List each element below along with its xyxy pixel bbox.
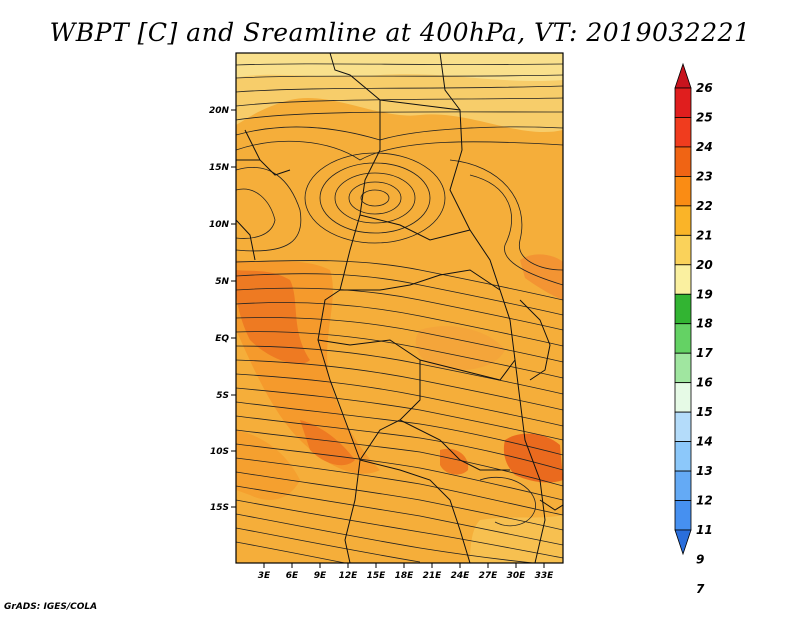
map-frame xyxy=(235,52,564,564)
lon-label: 15E xyxy=(367,571,387,581)
lon-label: 12E xyxy=(339,571,359,581)
colorbar-label: 9 xyxy=(696,552,704,566)
lon-label: 30E xyxy=(507,571,527,581)
colorbar-label: 15 xyxy=(696,405,713,419)
lat-label: 15S xyxy=(210,503,229,513)
colorbar-label: 21 xyxy=(696,228,713,242)
colorbar-swatch xyxy=(674,470,692,501)
chart-title: WBPT [C] and Sreamline at 400hPa, VT: 20… xyxy=(49,18,751,47)
colorbar-label: 14 xyxy=(696,435,713,449)
lon-label: 6E xyxy=(286,571,299,581)
colorbar-swatch xyxy=(674,234,692,266)
lat-label: EQ xyxy=(215,334,229,344)
colorbar-swatch xyxy=(674,323,692,354)
lat-label: 10N xyxy=(209,220,230,230)
lon-label: 3E xyxy=(258,571,271,581)
colorbar-bottom-arrow xyxy=(674,529,692,556)
lon-ticks xyxy=(263,563,545,568)
colorbar-label: 24 xyxy=(696,140,713,154)
lat-ticks xyxy=(231,109,236,508)
colorbar-label: 18 xyxy=(696,317,713,331)
footer-credit: GrADS: IGES/COLA xyxy=(4,602,98,612)
colorbar-label: 13 xyxy=(696,464,713,478)
streamlines xyxy=(236,63,563,563)
lat-label: 10S xyxy=(210,447,229,457)
colorbar-swatch xyxy=(674,382,692,413)
colorbar-swatch xyxy=(674,264,692,295)
colorbar-swatch xyxy=(674,146,692,177)
colorbar-swatch xyxy=(674,205,692,236)
colorbar-label: 22 xyxy=(696,199,713,213)
colorbar-label: 17 xyxy=(696,346,713,360)
country-borders xyxy=(236,53,563,563)
colorbar-label: 26 xyxy=(696,81,713,95)
colorbar-label: 12 xyxy=(696,494,713,508)
colorbar-label: 16 xyxy=(696,376,713,390)
lat-label: 15N xyxy=(209,163,230,173)
lat-label: 5S xyxy=(216,391,229,401)
colorbar: 26 25 24 23 22 21 20 19 18 17 16 15 14 13 12 11 9 7 xyxy=(674,62,713,596)
lon-label: 21E xyxy=(423,571,443,581)
colorbar-swatch xyxy=(674,87,692,118)
colorbar-label: 11 xyxy=(696,523,713,537)
lat-labels: 20N 15N 10N 5N EQ 5S 10S 15S xyxy=(209,106,230,513)
lat-label: 5N xyxy=(215,277,229,287)
lon-label: 33E xyxy=(535,571,555,581)
colorbar-label: 25 xyxy=(696,110,713,124)
colorbar-swatch xyxy=(674,117,692,148)
colorbar-top-arrow xyxy=(674,62,692,89)
colorbar-swatch xyxy=(674,175,692,207)
lon-label: 27E xyxy=(479,571,499,581)
colorbar-swatch xyxy=(674,411,692,442)
colorbar-label: 7 xyxy=(696,582,705,596)
colorbar-label: 19 xyxy=(696,287,713,301)
colorbar-label: 23 xyxy=(696,169,713,183)
lat-label: 20N xyxy=(209,106,230,116)
colorbar-swatch xyxy=(674,293,692,325)
colorbar-label: 20 xyxy=(696,258,713,272)
colorbar-swatch xyxy=(674,500,692,531)
lon-label: 24E xyxy=(451,571,471,581)
colorbar-swatch xyxy=(674,352,692,384)
lon-labels: 3E 6E 9E 12E 15E 18E 21E 24E 27E 30E 33E xyxy=(258,571,554,581)
wbpt-field xyxy=(236,53,563,563)
lon-label: 9E xyxy=(314,571,327,581)
lon-label: 18E xyxy=(395,571,415,581)
colorbar-swatch xyxy=(674,441,692,472)
